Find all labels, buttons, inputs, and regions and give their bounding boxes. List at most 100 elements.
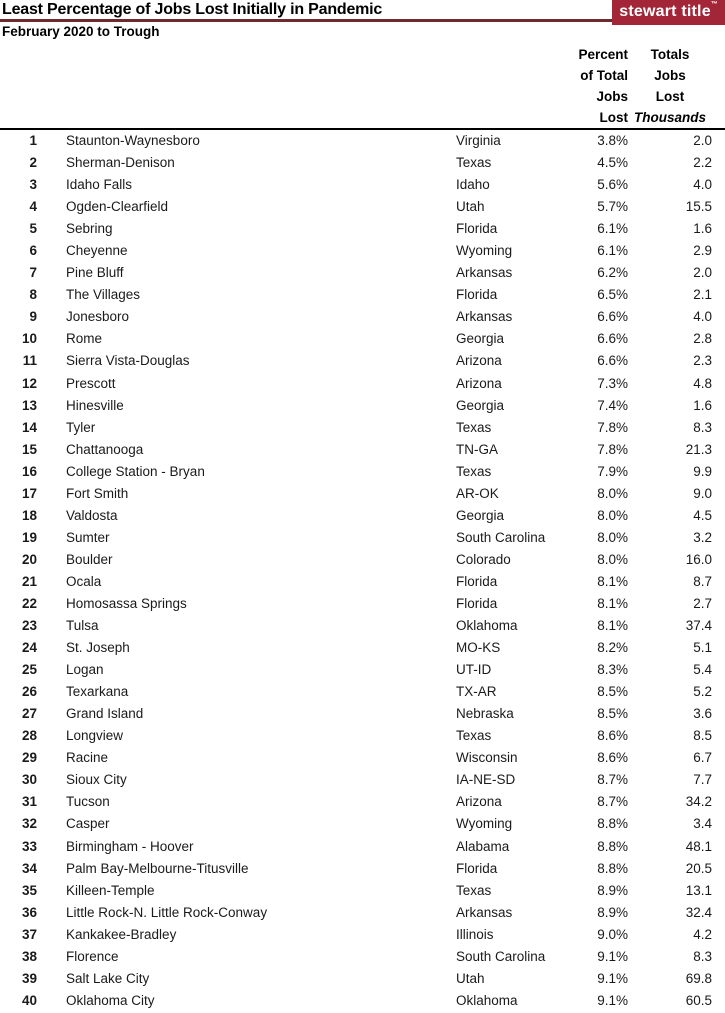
table-row: 15 Chattanooga TN-GA 7.8% 21.3 <box>0 439 725 461</box>
total-cell: 8.7 <box>693 573 712 589</box>
city-cell: Cheyenne <box>66 243 128 259</box>
percent-cell: 8.5% <box>597 706 628 722</box>
total-cell: 1.6 <box>693 397 712 413</box>
table-row: 5 Sebring Florida 6.1% 1.6 <box>0 218 725 240</box>
state-cell: Georgia <box>456 507 505 523</box>
total-cell: 2.0 <box>693 265 712 281</box>
table-row: 8 The Villages Florida 6.5% 2.1 <box>0 284 725 306</box>
city-cell: Rome <box>66 331 103 347</box>
rank-cell: 15 <box>21 441 37 457</box>
city-cell: St. Joseph <box>66 640 130 656</box>
percent-cell: 8.9% <box>597 882 628 898</box>
rank-cell: 30 <box>21 772 37 788</box>
table-row: 36 Little Rock-N. Little Rock-Conway Ark… <box>0 902 725 924</box>
state-cell: South Carolina <box>456 948 546 964</box>
percent-cell: 8.1% <box>597 596 628 611</box>
city-cell: Ogden-Clearfield <box>66 199 169 215</box>
rank-cell: 4 <box>29 199 37 215</box>
rank-cell: 2 <box>29 155 37 171</box>
state-cell: Texas <box>456 155 492 171</box>
percent-cell: 5.7% <box>597 199 628 215</box>
total-cell: 21.3 <box>685 441 712 457</box>
rank-cell: 1 <box>29 133 37 149</box>
state-cell: Florida <box>456 860 498 876</box>
total-cell: 4.5 <box>693 507 712 523</box>
percent-cell: 8.7% <box>597 772 628 788</box>
percent-cell: 8.7% <box>597 794 628 810</box>
state-cell: Oklahoma <box>456 992 518 1008</box>
city-cell: The Villages <box>66 287 141 303</box>
total-cell: 8.3 <box>693 419 712 435</box>
state-cell: Wisconsin <box>456 750 518 766</box>
table-row: 33 Birmingham - Hoover Alabama 8.8% 48.1 <box>0 836 725 858</box>
city-cell: Chattanooga <box>66 441 144 457</box>
percent-cell: 3.8% <box>597 133 628 149</box>
report-subtitle: February 2020 to Trough <box>2 24 160 39</box>
table-row: 28 Longview Texas 8.6% 8.5 <box>0 725 725 747</box>
percent-cell: 6.6% <box>597 309 628 325</box>
city-cell: Texarkana <box>66 684 129 700</box>
table-row: 16 College Station - Bryan Texas 7.9% 9.… <box>0 461 725 483</box>
state-cell: Texas <box>456 419 492 435</box>
rank-cell: 12 <box>21 375 37 391</box>
rank-cell: 34 <box>21 860 37 876</box>
table-row: 22 Homosassa Springs Florida 8.1% 2.7 <box>0 593 725 615</box>
rank-cell: 7 <box>29 265 37 281</box>
city-cell: Sherman-Denison <box>66 155 175 171</box>
table-row: 34 Palm Bay-Melbourne-Titusville Florida… <box>0 858 725 880</box>
total-cell: 16.0 <box>685 551 712 567</box>
rank-cell: 10 <box>21 331 37 347</box>
percent-cell: 9.1% <box>597 948 628 964</box>
rank-cell: 36 <box>21 904 37 920</box>
city-cell: Hinesville <box>66 397 124 413</box>
total-cell: 2.7 <box>693 596 712 611</box>
total-cell: 60.5 <box>685 992 712 1008</box>
city-cell: Salt Lake City <box>66 970 150 986</box>
percent-cell: 7.3% <box>597 375 628 391</box>
total-cell: 2.0 <box>693 133 712 149</box>
state-cell: Texas <box>456 463 492 479</box>
table-row: 17 Fort Smith AR-OK 8.0% 9.0 <box>0 483 725 505</box>
percent-cell: 8.2% <box>597 640 628 656</box>
rank-cell: 31 <box>21 794 37 810</box>
state-cell: Arkansas <box>456 904 513 920</box>
table-row: 3 Idaho Falls Idaho 5.6% 4.0 <box>0 174 725 196</box>
percent-column-header: Percent of Total Jobs Lost <box>578 47 628 125</box>
percent-cell: 8.9% <box>597 904 628 920</box>
percent-cell: 8.5% <box>597 684 628 700</box>
rank-cell: 17 <box>21 485 37 501</box>
state-cell: MO-KS <box>456 640 501 656</box>
total-cell: 3.2 <box>693 529 712 545</box>
state-cell: Florida <box>456 573 498 589</box>
rank-cell: 5 <box>29 221 37 237</box>
table-row: 21 Ocala Florida 8.1% 8.7 <box>0 571 725 593</box>
city-cell: Tucson <box>66 794 110 810</box>
column-headers: Percent of Total Jobs Lost Totals Jobs L… <box>0 44 725 128</box>
city-cell: Sebring <box>66 221 113 237</box>
rank-cell: 13 <box>21 397 37 413</box>
state-cell: Arizona <box>456 353 502 369</box>
total-cell: 2.9 <box>693 243 712 259</box>
trademark-symbol: ™ <box>710 1 718 8</box>
rank-cell: 26 <box>21 684 37 700</box>
state-cell: TX-AR <box>456 684 497 700</box>
state-cell: IA-NE-SD <box>456 772 516 788</box>
city-cell: Prescott <box>66 375 116 391</box>
table-row: 11 Sierra Vista-Douglas Arizona 6.6% 2.3 <box>0 350 725 372</box>
percent-cell: 8.0% <box>597 485 628 501</box>
city-cell: Florence <box>66 948 119 964</box>
percent-cell: 4.5% <box>597 155 628 171</box>
city-cell: Longview <box>66 728 124 744</box>
total-cell: 9.0 <box>693 485 712 501</box>
table-row: 4 Ogden-Clearfield Utah 5.7% 15.5 <box>0 196 725 218</box>
table-row: 32 Casper Wyoming 8.8% 3.4 <box>0 813 725 835</box>
total-cell: 9.9 <box>693 463 712 479</box>
percent-cell: 6.2% <box>597 265 628 281</box>
percent-cell: 9.1% <box>597 992 628 1008</box>
rank-cell: 20 <box>21 551 37 567</box>
rank-cell: 38 <box>21 948 37 964</box>
percent-cell: 6.1% <box>597 221 628 237</box>
totals-column-header: Totals Jobs Lost Thousands <box>633 47 706 125</box>
total-cell: 13.1 <box>685 882 712 898</box>
percent-cell: 8.6% <box>597 728 628 744</box>
